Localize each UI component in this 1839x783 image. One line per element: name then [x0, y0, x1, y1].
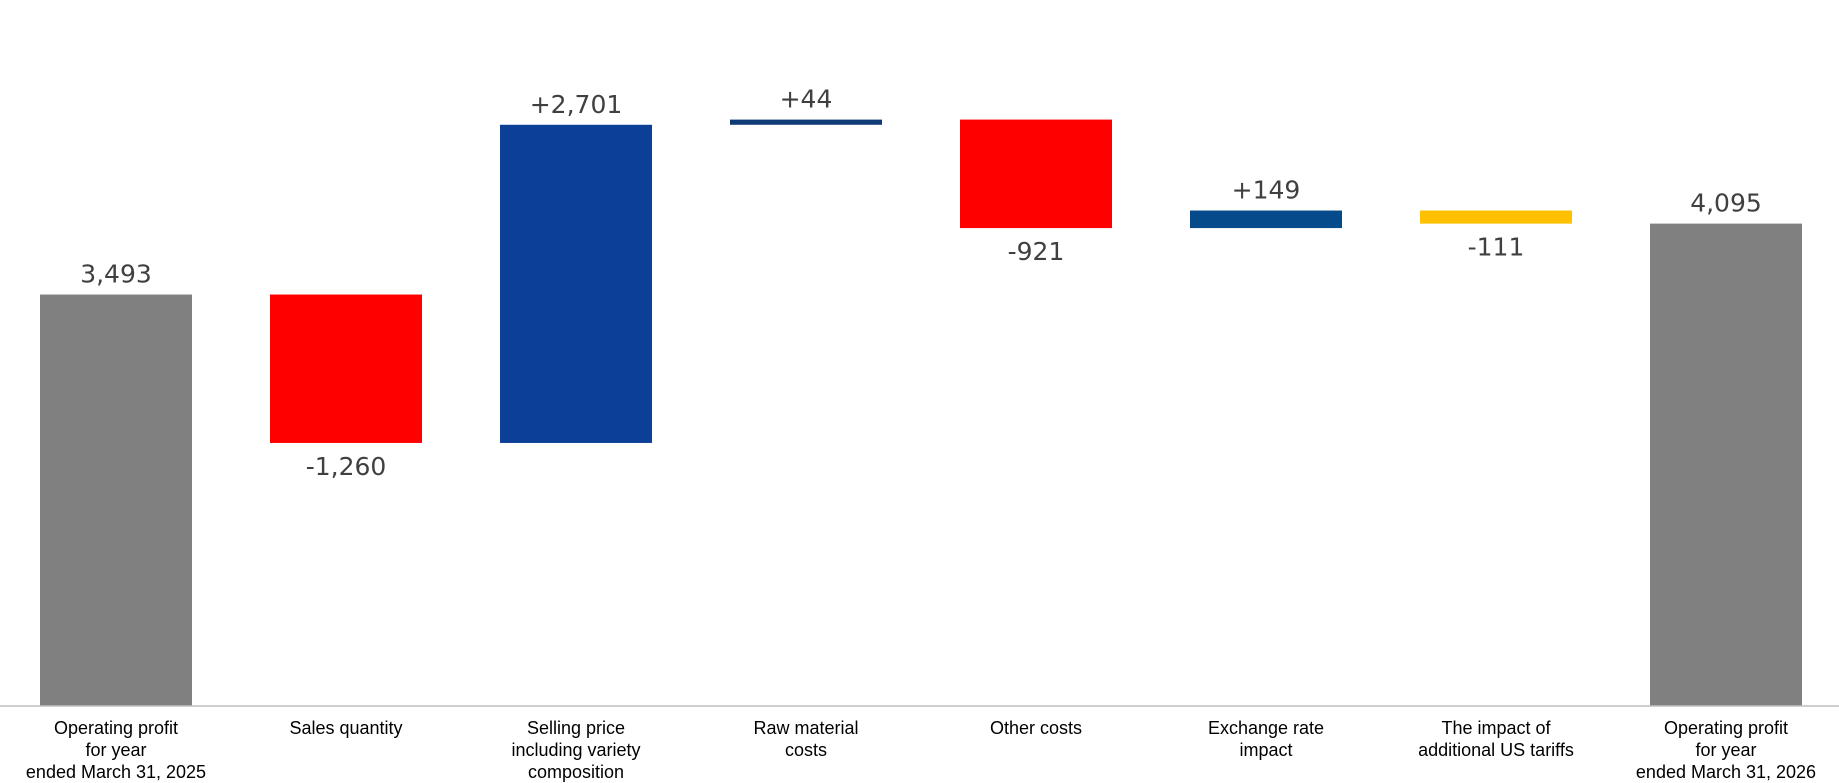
category-label-line: ended March 31, 2025	[26, 762, 206, 782]
bar-3	[500, 124, 652, 443]
value-label-8: 4,095	[1690, 189, 1762, 218]
bar-4	[730, 119, 882, 125]
category-label-line: Exchange rate	[1208, 718, 1324, 738]
value-label-7: -111	[1468, 233, 1525, 262]
bar-7	[1420, 210, 1572, 224]
category-label-6: Exchange rate impact	[1208, 718, 1324, 760]
bar-5	[960, 119, 1112, 229]
value-label-3: +2,701	[530, 90, 623, 119]
value-label-6: +149	[1232, 176, 1301, 205]
value-label-5: -921	[1008, 237, 1065, 266]
category-label-line: for year	[1695, 740, 1756, 760]
category-labels-group: Operating profit for year ended March 31, …	[26, 718, 1816, 782]
bar-2	[270, 294, 422, 443]
category-label-line: Operating profit	[1664, 718, 1788, 738]
category-label-line: impact	[1239, 740, 1292, 760]
category-label-line: ended March 31, 2026	[1636, 762, 1816, 782]
category-label-1: Operating profit for year ended March 31, …	[26, 718, 206, 782]
category-label-4: Raw material costs	[753, 718, 858, 760]
value-label-4: +44	[780, 85, 833, 114]
category-label-line: Raw material	[753, 718, 858, 738]
category-label-line: additional US tariffs	[1418, 740, 1574, 760]
category-label-line: Operating profit	[54, 718, 178, 738]
category-label-line: composition	[528, 762, 624, 782]
bar-6	[1190, 210, 1342, 229]
category-label-8: Operating profit for year ended March 31, …	[1636, 718, 1816, 782]
category-label-line: Selling price	[527, 718, 625, 738]
category-label-5: Other costs	[990, 718, 1082, 738]
category-label-7: The impact of additional US tariffs	[1418, 718, 1574, 760]
value-label-2: -1,260	[306, 452, 387, 481]
category-label-line: for year	[85, 740, 146, 760]
category-label-2: Sales quantity	[289, 718, 402, 738]
value-labels-group: 3,493 -1,260 +2,701 +44 -921 +149 -111 4,095	[80, 85, 1762, 481]
category-label-line: costs	[785, 740, 827, 760]
value-label-1: 3,493	[80, 260, 152, 289]
category-label-3: Selling price including variety compositio…	[511, 718, 640, 782]
bars-group	[40, 119, 1802, 706]
category-label-line: Other costs	[990, 718, 1082, 738]
category-label-line: Sales quantity	[289, 718, 402, 738]
bar-8	[1650, 223, 1802, 706]
category-label-line: The impact of	[1441, 718, 1551, 738]
bar-1	[40, 294, 192, 706]
category-label-line: including variety	[511, 740, 640, 760]
